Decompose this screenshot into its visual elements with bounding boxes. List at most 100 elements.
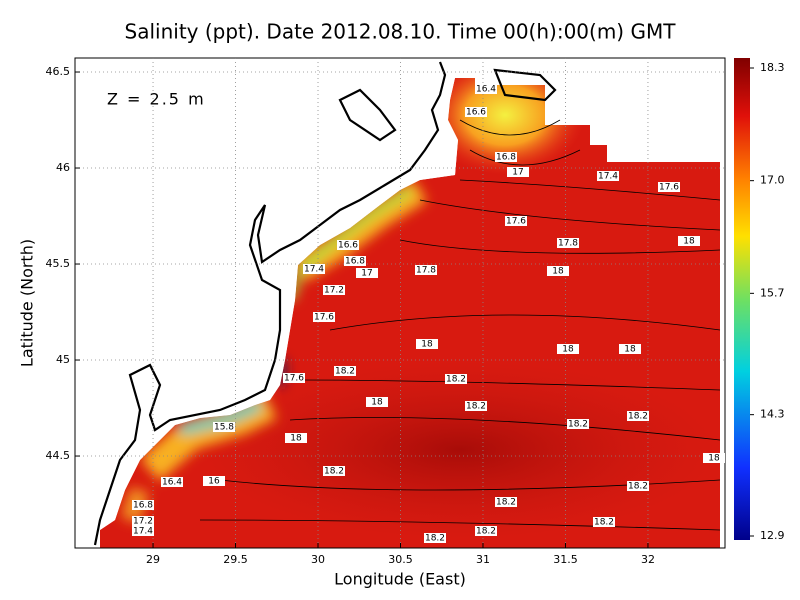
colorbar-tick-label: 12.9 bbox=[760, 529, 785, 542]
contour-label: 16.8 bbox=[496, 153, 516, 163]
contour-label: 16.4 bbox=[476, 85, 496, 95]
contour-label: 16.6 bbox=[466, 108, 486, 118]
contour-label-box bbox=[132, 526, 154, 536]
depth-annotation: Z = 2.5 m bbox=[107, 90, 206, 109]
contour-label-box bbox=[285, 433, 307, 443]
contour-label-box bbox=[557, 238, 579, 248]
contour-label-box bbox=[323, 466, 345, 476]
x-tick-label: 31 bbox=[476, 553, 490, 566]
contour-label: 18.2 bbox=[335, 367, 355, 377]
contour-label: 18.2 bbox=[324, 467, 344, 477]
contour-label: 17.2 bbox=[324, 286, 344, 296]
x-tick-label: 29 bbox=[146, 553, 160, 566]
contour-label: 16.4 bbox=[162, 478, 182, 488]
colorbar-tick-label: 18.3 bbox=[760, 61, 785, 74]
contour-label: 18.2 bbox=[594, 518, 614, 528]
contour-label: 18.2 bbox=[446, 375, 466, 385]
contour-label: 17.4 bbox=[598, 172, 618, 182]
contour-label-box bbox=[213, 422, 235, 432]
y-tick-label: 44.5 bbox=[46, 449, 71, 462]
contour-label: 17.6 bbox=[506, 217, 526, 227]
contour-label-box bbox=[557, 344, 579, 354]
contour-label-box bbox=[303, 264, 325, 274]
y-axis-label: Latitude (North) bbox=[18, 239, 37, 367]
contour-label-box bbox=[344, 256, 366, 266]
contour-label: 16 bbox=[208, 477, 220, 487]
contour-label-box bbox=[416, 339, 438, 349]
contour-label: 17 bbox=[361, 269, 372, 279]
contour-label-box bbox=[495, 497, 517, 507]
y-tick-label: 46.5 bbox=[46, 65, 71, 78]
contour-label: 18.2 bbox=[425, 534, 445, 544]
contour-label: 18.2 bbox=[466, 402, 486, 412]
contour-label-box bbox=[424, 533, 446, 543]
contour-label-box bbox=[475, 84, 497, 94]
contour-label: 18 bbox=[421, 340, 433, 350]
contour-label: 17.8 bbox=[416, 266, 436, 276]
contour-label-box bbox=[627, 481, 649, 491]
contour-label-box bbox=[567, 419, 589, 429]
contour-label: 16.8 bbox=[345, 257, 365, 267]
contour-label-box bbox=[465, 401, 487, 411]
contour-label: 17.4 bbox=[304, 265, 324, 275]
contour-label: 18 bbox=[708, 454, 720, 464]
y-tick-label: 45.5 bbox=[46, 257, 71, 270]
contour-label: 18 bbox=[290, 434, 302, 444]
contour-label: 17.8 bbox=[558, 239, 578, 249]
contour-label: 18 bbox=[562, 345, 574, 355]
contour-label-box bbox=[475, 526, 497, 536]
contour-label: 18.2 bbox=[628, 482, 648, 492]
contour-label-box bbox=[445, 374, 467, 384]
contour-label: 15.8 bbox=[214, 423, 234, 433]
contour-label-box bbox=[678, 236, 700, 246]
contour-label-box bbox=[356, 268, 378, 278]
contour-label-box bbox=[593, 517, 615, 527]
contour-label: 16.8 bbox=[133, 501, 153, 511]
contour-label-box bbox=[132, 516, 154, 526]
colorbar bbox=[734, 58, 750, 540]
contour-label: 18.2 bbox=[496, 498, 516, 508]
contour-label: 17.6 bbox=[314, 313, 334, 323]
contour-label-box bbox=[203, 476, 225, 486]
contour-label: 18 bbox=[624, 345, 636, 355]
contour-label: 18 bbox=[371, 398, 383, 408]
contour-label-box bbox=[366, 397, 388, 407]
contour-label-box bbox=[627, 411, 649, 421]
x-tick-label: 30.5 bbox=[388, 553, 413, 566]
contour-label-box bbox=[495, 152, 517, 162]
contour-label: 18.2 bbox=[628, 412, 648, 422]
x-axis-label: Longitude (East) bbox=[334, 570, 466, 589]
contour-label-box bbox=[415, 265, 437, 275]
contour-label: 17 bbox=[512, 168, 523, 178]
y-tick-label: 45 bbox=[56, 353, 70, 366]
contour-label: 18 bbox=[552, 267, 564, 277]
contour-label: 16.6 bbox=[338, 241, 358, 251]
colorbar-tick-label: 17.0 bbox=[760, 174, 785, 187]
contour-label-box bbox=[283, 373, 305, 383]
contour-label: 18.2 bbox=[568, 420, 588, 430]
contour-label: 17.6 bbox=[284, 374, 304, 384]
contour-label-box bbox=[597, 171, 619, 181]
contour-label: 17.6 bbox=[659, 183, 679, 193]
contour-label: 17.2 bbox=[133, 517, 153, 527]
y-tick-label: 46 bbox=[56, 161, 70, 174]
x-tick-label: 31.5 bbox=[553, 553, 578, 566]
contour-label-box bbox=[658, 182, 680, 192]
contour-label: 18.2 bbox=[476, 527, 496, 537]
contour-label-box bbox=[334, 366, 356, 376]
salinity-field bbox=[75, 58, 725, 548]
x-tick-label: 32 bbox=[641, 553, 655, 566]
colorbar-tick-label: 14.3 bbox=[760, 408, 785, 421]
contour-label-box bbox=[465, 107, 487, 117]
contour-label-box bbox=[323, 285, 345, 295]
contour-label: 18 bbox=[683, 237, 695, 247]
contour-label-box bbox=[337, 240, 359, 250]
x-tick-label: 29.5 bbox=[223, 553, 248, 566]
contour-label-box bbox=[703, 453, 725, 463]
contour-label-box bbox=[505, 216, 527, 226]
contour-label-box bbox=[161, 477, 183, 487]
contour-label-box bbox=[619, 344, 641, 354]
x-tick-label: 30 bbox=[311, 553, 325, 566]
colorbar-tick-label: 15.7 bbox=[760, 286, 785, 299]
contour-label-box bbox=[132, 500, 154, 510]
